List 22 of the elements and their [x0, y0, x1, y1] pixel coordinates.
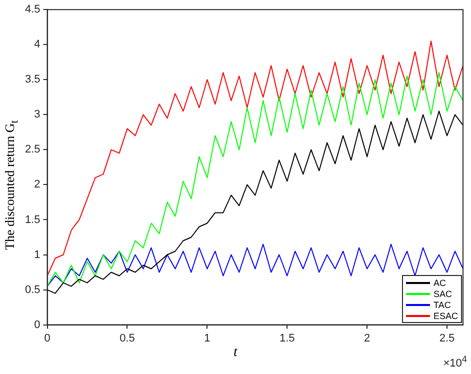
- x-tick-label: 0: [44, 332, 50, 344]
- y-tick-label: 4: [34, 38, 40, 51]
- legend-label: SAC: [433, 288, 452, 298]
- y-tick-label: 2: [34, 178, 40, 191]
- legend-label: AC: [433, 278, 446, 288]
- legend-label: ESAC: [433, 310, 458, 320]
- x-axis-title: t: [234, 345, 238, 360]
- y-tick-label: 4.5: [24, 4, 40, 16]
- y-tick-label: 1.5: [24, 214, 40, 226]
- x-tick-label: 0.5: [120, 332, 135, 344]
- y-tick-label: 3: [34, 108, 40, 121]
- x-tick-label: 1.5: [279, 332, 295, 344]
- text: ×10$^{4}$: [443, 354, 467, 370]
- x-tick-label: 2: [364, 332, 370, 344]
- x-tick-label: 1: [204, 332, 210, 344]
- x-tick-label: 2.5: [439, 332, 455, 344]
- y-tick-label: 1: [34, 248, 40, 261]
- y-tick-label: 0: [34, 318, 40, 331]
- y-tick-label: 2.5: [24, 144, 40, 156]
- legend-label: TAC: [433, 300, 451, 310]
- y-tick-label: 0.5: [24, 284, 40, 296]
- y-tick-label: 3.5: [24, 74, 40, 86]
